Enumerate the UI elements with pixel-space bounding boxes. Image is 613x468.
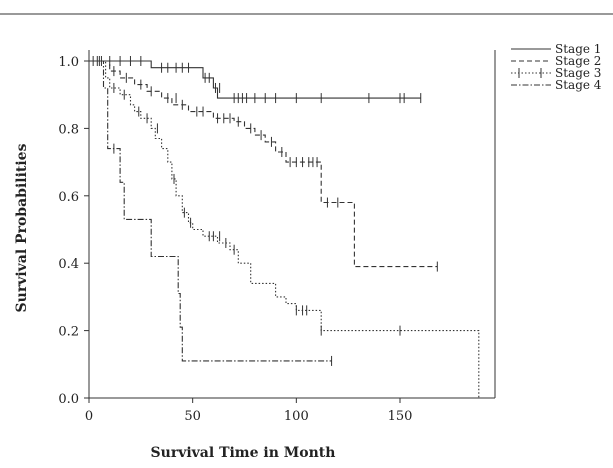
y-tick-label: 0.2 bbox=[58, 325, 79, 340]
y-tick-label: 1.0 bbox=[58, 55, 79, 70]
x-axis-label: Survival Time in Month bbox=[151, 445, 336, 461]
plot-area bbox=[89, 56, 480, 398]
series-line-stage-2 bbox=[89, 60, 438, 268]
y-axis-label: Survival Probabilities bbox=[14, 143, 30, 312]
x-tick-label: 100 bbox=[284, 409, 309, 424]
series-line-stage-4 bbox=[89, 60, 332, 362]
x-tick-label: 50 bbox=[184, 409, 201, 424]
series-line-stage-3 bbox=[89, 60, 480, 398]
y-tick-label: 0.6 bbox=[58, 190, 79, 205]
x-tick-label: 0 bbox=[85, 409, 93, 424]
legend-label-stage-1: Stage 1 bbox=[555, 42, 601, 56]
axes: 0.0 0.2 0.4 0.6 0.8 1.0 0 50 100 150 bbox=[58, 50, 496, 424]
y-tick-label: 0.8 bbox=[58, 122, 79, 137]
legend-label-stage-4: Stage 4 bbox=[555, 78, 602, 92]
series-line-stage-1 bbox=[89, 60, 421, 99]
x-tick-label: 150 bbox=[388, 409, 413, 424]
y-tick-label: 0.4 bbox=[58, 257, 79, 272]
y-tick-label: 0.0 bbox=[58, 392, 79, 407]
legend-label-stage-2: Stage 2 bbox=[555, 54, 601, 68]
legend-label-stage-3: Stage 3 bbox=[555, 66, 601, 80]
